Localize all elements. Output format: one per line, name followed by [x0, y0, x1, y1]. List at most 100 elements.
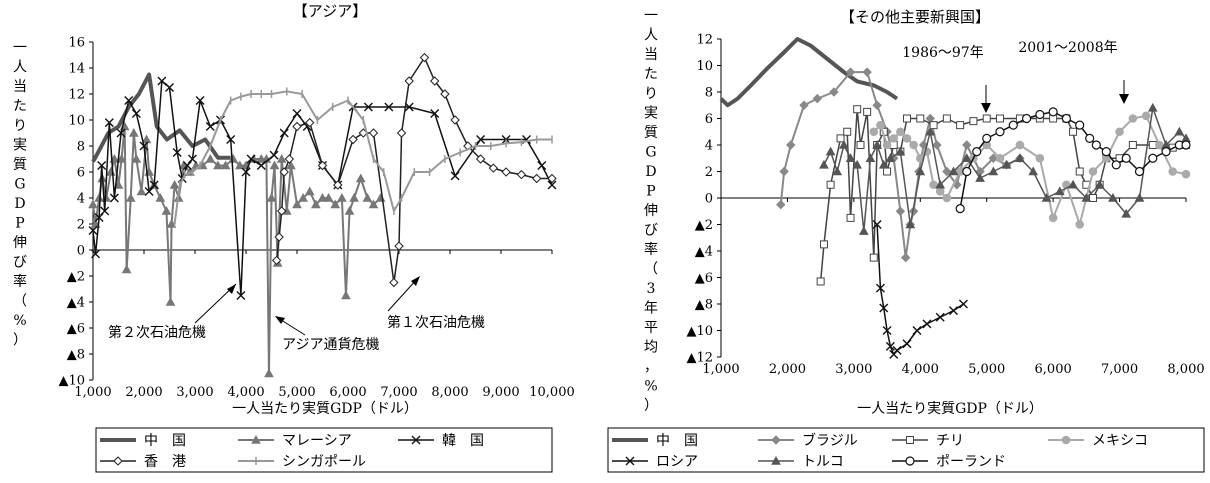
chart0-series-1-point [235, 160, 245, 170]
chart0-series-3-point [516, 169, 527, 180]
chart1-series-4-point [958, 299, 968, 309]
chart1-x-tick-label: 5,000 [968, 362, 1005, 377]
legend1-entry-label: チリ [936, 433, 964, 449]
chart0-series-1-point [220, 160, 231, 170]
chart0-series-1-point [121, 264, 132, 274]
chart0-y-tick-label: 16 [68, 36, 85, 51]
chart0-series-3-point [404, 76, 414, 86]
chart0-series-2-point [124, 96, 134, 105]
chart1-series-3-point [1168, 167, 1178, 176]
chart0-series-2-point [104, 118, 114, 128]
chart1-series-6-point [1035, 109, 1045, 120]
chart1-series-6-point [972, 147, 982, 157]
chart0-series-1-point [131, 153, 142, 163]
chart1-series-4-point [882, 326, 892, 335]
chart0-series-1-point [125, 192, 136, 202]
chart0-series-2-point [236, 291, 246, 300]
chart1-y-tick-label: 4 [705, 139, 713, 154]
chart1-series-2-point [816, 277, 825, 286]
chart1-series-2-point [856, 141, 865, 149]
chart0-series-1-point [166, 218, 177, 228]
chart0-x-tick-label: 8,000 [431, 385, 468, 400]
chart1-series-1-point [845, 67, 856, 77]
chart0-series-2-point [256, 161, 266, 170]
legend1-swatch-marker [905, 456, 915, 466]
legend-asia [95, 427, 553, 473]
chart1-series-1-point [786, 140, 796, 150]
chart1-series-2-point [1128, 141, 1137, 149]
chart0-series-3-point [389, 277, 399, 288]
chart1-series-3-point [1141, 111, 1151, 121]
chart0-y-tick-label: 8 [77, 140, 85, 155]
chart0-series-2-point [430, 109, 440, 118]
chart0-series-line-4 [173, 90, 552, 225]
chart1-series-2-point [836, 134, 845, 143]
chart1-series-3-point [1075, 220, 1085, 229]
chart0-series-2-point [279, 128, 289, 138]
annotation-asian-currency-crisis: アジア通貨危機 [282, 336, 379, 353]
chart1-series-2-point [956, 121, 965, 130]
chart1-series-5-point [1094, 179, 1105, 189]
chart0-series-2-point [476, 135, 486, 144]
chart0-series-3-point [271, 255, 282, 266]
chart1-series-5-point [975, 173, 985, 182]
chart0-series-3-point [305, 117, 315, 128]
chart1-series-1-point [872, 100, 882, 110]
chart1-series-5-point [832, 166, 843, 176]
chart1-series-1-point [900, 252, 911, 263]
chart1-y-tick-label: 10 [696, 59, 713, 74]
chart1-series-2-point [942, 114, 951, 123]
chart0-series-3-point [429, 76, 440, 86]
chart1-series-3-point [882, 140, 892, 150]
chart1-series-1-point [895, 206, 906, 216]
chart1-y-tick-label: ▲8 [695, 298, 713, 313]
chart0-series-3-point [419, 52, 430, 63]
chart0-series-1-point [355, 173, 366, 183]
annotation-first-oil-crisis: 第１次石油危機 [387, 314, 485, 331]
chart1-series-1-point [862, 67, 872, 77]
chart0-series-1-point [213, 160, 223, 170]
chart0-series-2-point [149, 180, 159, 190]
chart0-x-tick-label: 10,000 [529, 385, 575, 400]
chart1-series-6-point [1121, 153, 1131, 163]
chart0-series-1-point [317, 192, 328, 202]
chart1-series-3-point [896, 127, 905, 137]
chart0-series-2-point [157, 76, 167, 86]
chart1-series-6-point [955, 204, 965, 214]
chart1-series-6-point [1085, 133, 1095, 143]
chart0-series-2-point [144, 187, 154, 196]
chart0-series-2-point [269, 150, 279, 160]
chart1-series-5-point [1174, 126, 1185, 136]
chart0-series-1-point [165, 296, 176, 306]
chart1-x-tick-label: 4,000 [902, 362, 939, 377]
chart1-series-4-point [892, 345, 902, 355]
chart0-y-tick-label: ▲6 [67, 322, 85, 337]
legend0-swatch-marker [251, 434, 261, 444]
chart1-y-tick-label: 6 [705, 112, 713, 127]
chart1-series-3-point [869, 127, 879, 137]
chart1-series-3-point [1088, 167, 1098, 176]
chart0-series-3-point [501, 167, 511, 177]
legend1-entry-label: メキシコ [1092, 433, 1148, 449]
legend0-entry-label: 香 港 [144, 454, 186, 470]
chart1-series-2-point [843, 127, 852, 136]
chart0-y-tick-label: 2 [77, 218, 85, 233]
chart1-series-5-point [988, 166, 999, 176]
chart1-y-tick-label: 2 [705, 165, 713, 180]
chart1-series-2-point [903, 114, 911, 123]
chart1-series-5-point [819, 159, 829, 169]
legend-emerging [607, 427, 1205, 473]
chart1-series-5-point [1068, 179, 1078, 189]
chart1-series-1-point [779, 166, 789, 177]
chart1-series-3-point [929, 180, 938, 190]
chart1-series-6-point [1021, 113, 1032, 124]
chart0-x-tick-label: 4,000 [227, 385, 264, 400]
chart1-series-1-point [776, 199, 786, 210]
chart0-series-1-point [368, 199, 379, 209]
chart1-series-4-point [935, 312, 945, 322]
chart0-series-1-point [344, 205, 355, 215]
chart1-series-3-point [1155, 140, 1164, 150]
chart1-series-2-point [863, 107, 872, 116]
